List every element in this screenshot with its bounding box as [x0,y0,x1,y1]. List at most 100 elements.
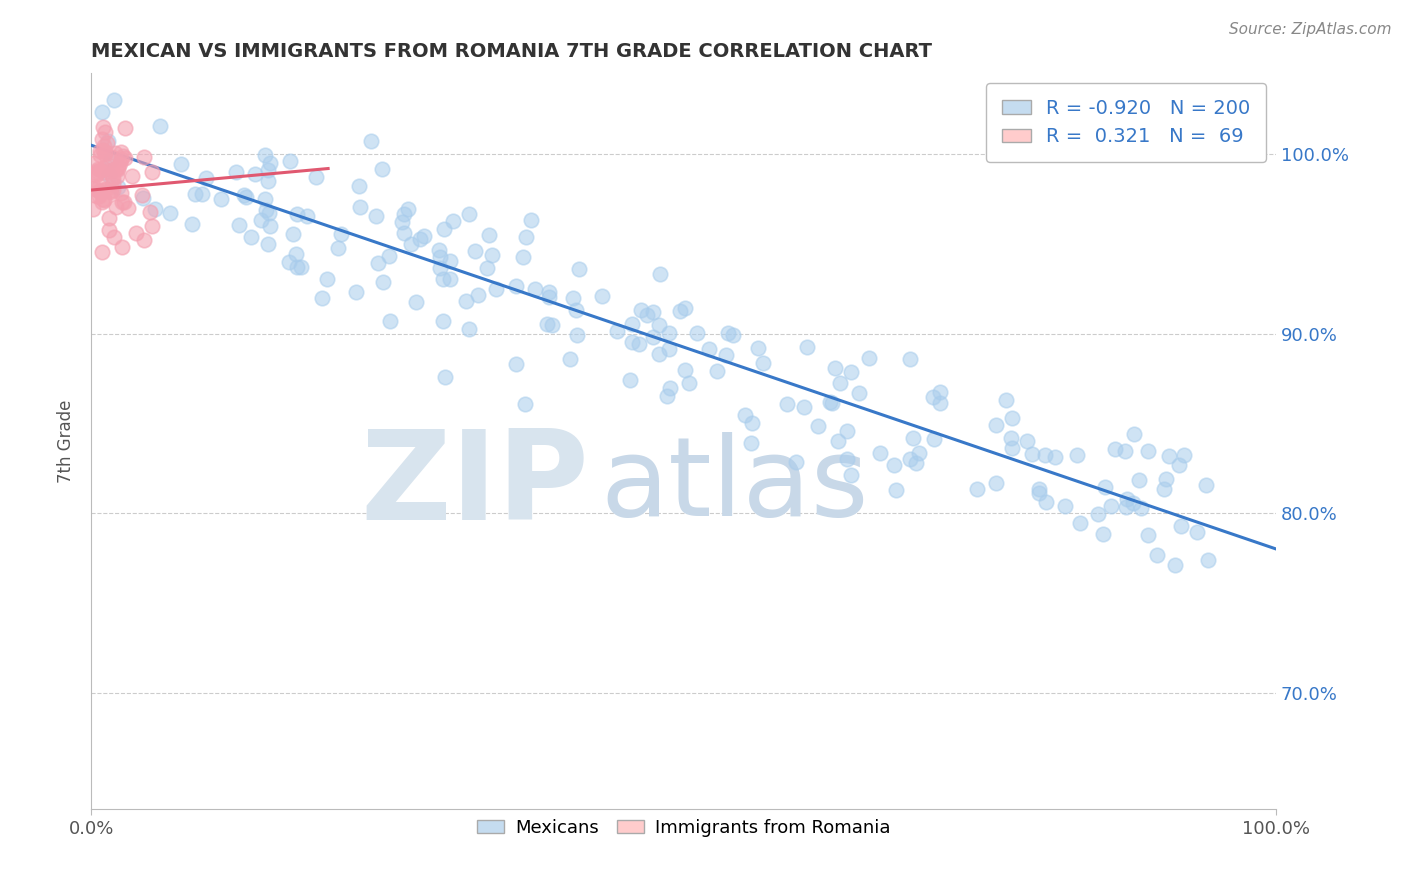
Point [82,181,104,195]
Point [97,134,120,148]
Point [929,385,952,400]
Point [194,170,217,185]
Point [458,207,481,221]
Point [647,318,669,333]
Point [110,186,132,200]
Point [344,285,367,300]
Point [630,303,652,318]
Point [101,183,124,197]
Point [96,182,118,196]
Point [775,397,797,411]
Point [91,120,114,134]
Point [169,157,191,171]
Point [93,147,115,161]
Point [456,294,478,309]
Point [929,396,952,410]
Point [841,467,863,482]
Point [591,289,613,303]
Point [669,303,692,318]
Point [1197,553,1219,567]
Point [835,424,858,438]
Point [898,452,921,467]
Point [1053,499,1076,513]
Point [94,145,117,160]
Point [103,93,125,107]
Point [1115,500,1137,515]
Point [1195,477,1218,491]
Point [429,261,451,276]
Point [568,262,591,277]
Point [110,145,132,159]
Point [565,303,588,318]
Text: ZIP: ZIP [360,425,589,546]
Point [538,290,561,304]
Point [98,211,121,226]
Point [254,192,277,206]
Point [429,250,451,264]
Point [659,381,682,395]
Point [540,318,562,332]
Point [184,186,207,201]
Point [391,215,413,229]
Point [848,385,870,400]
Point [114,151,136,165]
Point [90,162,112,177]
Point [699,342,721,356]
Point [641,330,664,344]
Point [505,279,527,293]
Point [141,219,163,233]
Point [330,227,353,241]
Point [412,228,434,243]
Point [94,159,117,173]
Point [141,164,163,178]
Point [103,230,125,244]
Point [401,237,423,252]
Point [149,120,172,134]
Point [105,200,128,214]
Point [392,207,415,221]
Point [1001,411,1024,425]
Point [901,431,924,445]
Point [83,155,105,169]
Point [562,291,585,305]
Point [105,169,128,183]
Point [1129,501,1152,516]
Point [818,394,841,409]
Point [104,161,127,176]
Point [658,343,681,357]
Point [1156,472,1178,486]
Point [285,207,308,221]
Point [278,154,301,169]
Point [439,271,461,285]
Text: Source: ZipAtlas.com: Source: ZipAtlas.com [1229,22,1392,37]
Point [108,156,131,170]
Point [1128,473,1150,487]
Point [966,482,988,496]
Point [243,167,266,181]
Point [87,188,110,202]
Point [112,194,135,209]
Point [107,161,129,175]
Point [100,185,122,199]
Point [131,187,153,202]
Point [104,146,127,161]
Point [370,162,392,177]
Point [1116,492,1139,507]
Point [1157,450,1180,464]
Point [441,214,464,228]
Point [250,213,273,227]
Point [91,161,114,176]
Point [519,212,541,227]
Point [257,236,280,251]
Point [1000,431,1022,445]
Point [505,357,527,371]
Point [558,352,581,367]
Point [111,240,134,254]
Point [256,174,278,188]
Point [89,144,111,158]
Point [360,135,382,149]
Point [91,192,114,206]
Point [717,326,740,340]
Point [311,291,333,305]
Point [284,247,307,261]
